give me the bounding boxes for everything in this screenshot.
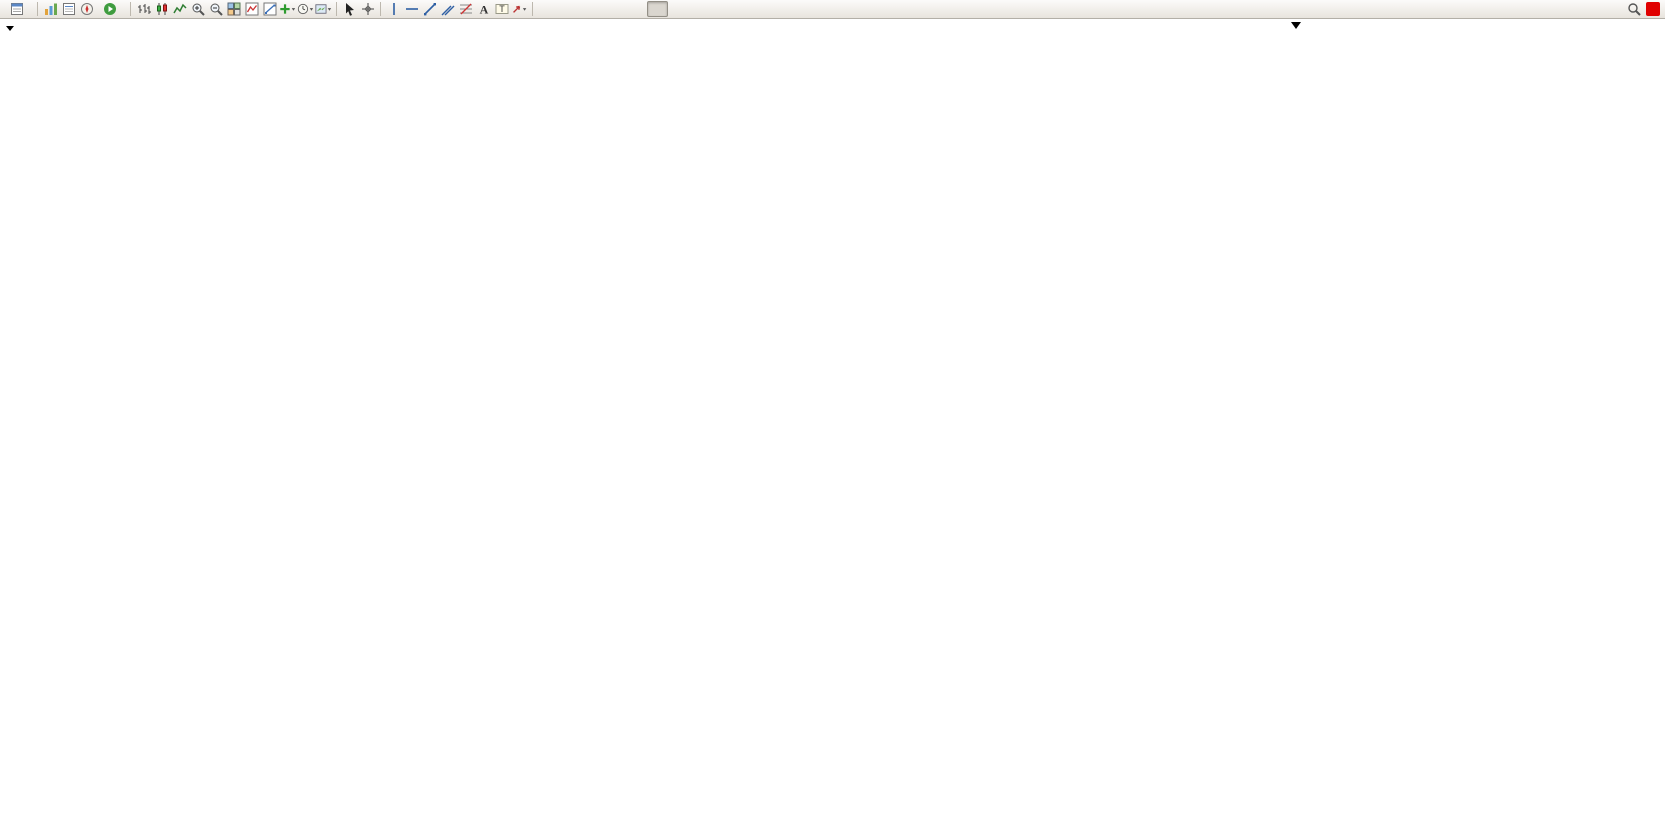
vertical-line-icon[interactable] bbox=[385, 1, 402, 17]
arrows-icon[interactable] bbox=[511, 1, 528, 17]
timeframe-m15[interactable] bbox=[581, 1, 602, 17]
chart-menu-icon[interactable] bbox=[6, 26, 14, 31]
chart-shift-marker[interactable] bbox=[1291, 22, 1301, 29]
bar-chart-icon[interactable] bbox=[135, 1, 152, 17]
line-chart-icon[interactable] bbox=[171, 1, 188, 17]
cursor-icon[interactable] bbox=[341, 1, 358, 17]
timeframe-m30[interactable] bbox=[603, 1, 624, 17]
text-icon[interactable]: A bbox=[475, 1, 492, 17]
objects-list-icon[interactable] bbox=[261, 1, 278, 17]
new-order-button[interactable] bbox=[3, 0, 33, 19]
svg-text:A: A bbox=[479, 3, 488, 17]
navigator-icon[interactable] bbox=[78, 1, 95, 17]
chart-canvas[interactable] bbox=[0, 19, 1665, 831]
timeframe-d1[interactable] bbox=[669, 1, 690, 17]
data-window-icon[interactable] bbox=[60, 1, 77, 17]
text-label-icon[interactable]: T bbox=[493, 1, 510, 17]
autotrading-icon bbox=[101, 1, 118, 17]
timeframe-m5[interactable] bbox=[559, 1, 580, 17]
timeframe-m1[interactable] bbox=[537, 1, 558, 17]
timeframe-mn[interactable] bbox=[713, 1, 734, 17]
tile-windows-icon[interactable] bbox=[225, 1, 242, 17]
add-indicator-icon[interactable] bbox=[279, 1, 296, 17]
period-clock-icon[interactable] bbox=[297, 1, 314, 17]
timeframe-w1[interactable] bbox=[691, 1, 712, 17]
indicators-icon[interactable] bbox=[243, 1, 260, 17]
svg-text:T: T bbox=[499, 4, 505, 14]
horizontal-line-icon[interactable] bbox=[403, 1, 420, 17]
notification-badge[interactable] bbox=[1646, 2, 1660, 16]
autotrading-button[interactable] bbox=[96, 0, 126, 19]
timeframe-h1[interactable] bbox=[625, 1, 646, 17]
market-watch-icon[interactable] bbox=[42, 1, 59, 17]
new-order-icon bbox=[8, 1, 25, 17]
toolbar: A T bbox=[0, 0, 1665, 19]
template-icon[interactable] bbox=[315, 1, 332, 17]
separator bbox=[37, 2, 38, 16]
crosshair-icon[interactable] bbox=[359, 1, 376, 17]
channel-icon[interactable] bbox=[439, 1, 456, 17]
separator bbox=[130, 2, 131, 16]
separator bbox=[336, 2, 337, 16]
timeframe-h4[interactable] bbox=[647, 1, 668, 17]
separator bbox=[380, 2, 381, 16]
trendline-icon[interactable] bbox=[421, 1, 438, 17]
search-icon[interactable] bbox=[1625, 1, 1642, 17]
separator bbox=[532, 2, 533, 16]
candlestick-chart-icon[interactable] bbox=[153, 1, 170, 17]
fibonacci-icon[interactable] bbox=[457, 1, 474, 17]
zoom-in-icon[interactable] bbox=[189, 1, 206, 17]
chart-background bbox=[0, 19, 1665, 831]
chart-window bbox=[0, 19, 1665, 831]
zoom-out-icon[interactable] bbox=[207, 1, 224, 17]
